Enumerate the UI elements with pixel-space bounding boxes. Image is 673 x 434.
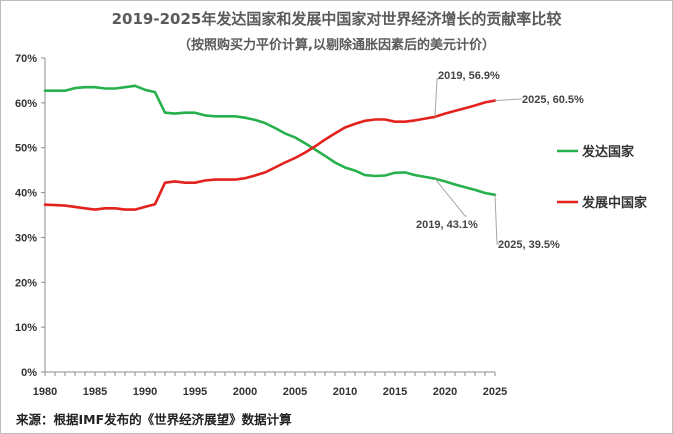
y-tick-label: 40% bbox=[15, 188, 37, 200]
chart-title: 2019-2025年发达国家和发展中国家对世界经济增长的贡献率比较 bbox=[111, 10, 562, 28]
y-tick-label: 10% bbox=[15, 322, 37, 334]
y-tick-label: 50% bbox=[15, 143, 37, 155]
annotation-leader-line bbox=[434, 178, 467, 217]
y-tick-label: 0% bbox=[21, 367, 37, 379]
annotation-leader-line bbox=[494, 194, 499, 245]
legend-label: 发展中国家 bbox=[581, 195, 648, 211]
x-tick-label: 1990 bbox=[133, 386, 157, 398]
chart-subtitle: （按照购买力平价计算,以剔除通胀因素后的美元计价） bbox=[178, 38, 495, 53]
series-line-developing bbox=[43, 99, 497, 211]
y-tick-label: 60% bbox=[15, 98, 37, 110]
x-tick-label: 2005 bbox=[283, 386, 307, 398]
x-tick-label: 2025 bbox=[483, 386, 507, 398]
data-label: 2025, 39.5% bbox=[498, 239, 560, 251]
x-tick-label: 2020 bbox=[433, 386, 457, 398]
x-tick-label: 2015 bbox=[383, 386, 407, 398]
y-tick-label: 70% bbox=[15, 53, 37, 65]
legend-label: 发达国家 bbox=[581, 144, 635, 160]
x-tick-label: 1985 bbox=[83, 386, 107, 398]
x-tick-label: 2000 bbox=[233, 386, 257, 398]
annotation-leader-line bbox=[494, 98, 522, 102]
x-tick-label: 1980 bbox=[33, 386, 57, 398]
annotation-leader-line bbox=[434, 78, 439, 117]
y-tick-label: 30% bbox=[15, 232, 37, 244]
y-tick-label: 20% bbox=[15, 277, 37, 289]
x-tick-label: 2010 bbox=[333, 386, 357, 398]
source-note: 来源：根据IMF发布的《世界经济展望》数据计算 bbox=[16, 412, 292, 427]
series-line-developed bbox=[43, 84, 497, 197]
data-label: 2019, 43.1% bbox=[416, 219, 478, 231]
x-tick-label: 1995 bbox=[183, 386, 207, 398]
data-label: 2019, 56.9% bbox=[438, 70, 500, 82]
data-label: 2025, 60.5% bbox=[522, 94, 584, 106]
